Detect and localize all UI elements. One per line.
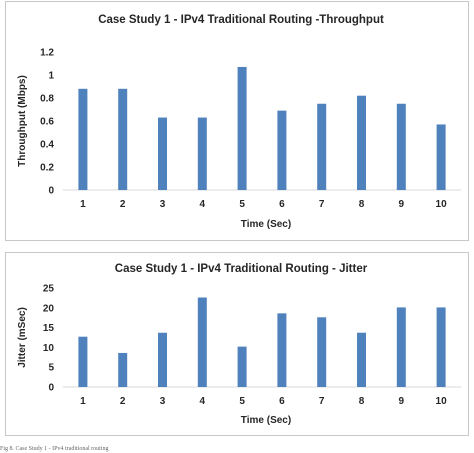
bar xyxy=(158,332,167,387)
bar xyxy=(197,297,207,387)
bar xyxy=(396,307,406,387)
y-tick-label: 20 xyxy=(43,303,55,314)
bar xyxy=(357,332,366,387)
bar xyxy=(317,317,327,387)
bar xyxy=(158,117,167,190)
y-tick-label: 0.6 xyxy=(40,117,54,128)
bar xyxy=(436,307,446,387)
x-tick-label: 6 xyxy=(279,199,285,210)
bar xyxy=(237,346,247,387)
x-axis-label: Time (Sec) xyxy=(241,415,291,426)
x-tick-label: 10 xyxy=(436,396,448,407)
x-tick-label: 3 xyxy=(160,199,166,210)
y-tick-label: 0 xyxy=(48,383,54,394)
throughput-chart-panel: Case Study 1 - IPv4 Traditional Routing … xyxy=(5,1,469,241)
x-tick-label: 2 xyxy=(120,199,126,210)
y-tick-label: 15 xyxy=(43,323,55,334)
bar xyxy=(357,95,366,190)
y-tick-label: 1.2 xyxy=(40,48,54,59)
bar xyxy=(396,103,406,190)
y-tick-label: 5 xyxy=(48,363,54,374)
y-tick-label: 0.4 xyxy=(40,140,54,151)
x-tick-label: 7 xyxy=(319,396,325,407)
x-tick-label: 9 xyxy=(399,199,405,210)
x-tick-label: 8 xyxy=(359,199,365,210)
y-tick-label: 0.2 xyxy=(40,163,54,174)
y-tick-label: 10 xyxy=(43,343,55,354)
x-axis-label: Time (Sec) xyxy=(241,219,291,230)
chart-title: Case Study 1 - IPv4 Traditional Routing … xyxy=(98,14,384,26)
throughput-chart: Case Study 1 - IPv4 Traditional Routing … xyxy=(17,14,461,230)
x-tick-label: 1 xyxy=(80,199,86,210)
x-tick-label: 6 xyxy=(279,396,285,407)
x-tick-label: 1 xyxy=(80,396,86,407)
x-tick-label: 5 xyxy=(239,199,245,210)
bar xyxy=(237,66,247,190)
y-tick-label: 1 xyxy=(48,71,54,82)
y-tick-label: 0.8 xyxy=(40,94,54,105)
bar xyxy=(78,88,88,190)
x-tick-label: 5 xyxy=(239,396,245,407)
x-tick-label: 4 xyxy=(200,199,206,210)
x-tick-label: 10 xyxy=(436,199,448,210)
x-tick-label: 7 xyxy=(319,199,325,210)
x-tick-label: 9 xyxy=(399,396,405,407)
x-tick-label: 3 xyxy=(160,396,166,407)
jitter-chart: Case Study 1 - IPv4 Traditional Routing … xyxy=(17,263,461,426)
bar xyxy=(118,352,128,387)
bar xyxy=(197,117,207,190)
y-axis-label: Throughput (Mbps) xyxy=(17,75,28,167)
bar xyxy=(317,103,327,190)
figure-caption: Fig 8. Case Study 1 - IPv4 traditional r… xyxy=(0,446,109,452)
x-tick-label: 8 xyxy=(359,396,365,407)
bar xyxy=(277,313,287,387)
bar xyxy=(78,336,88,387)
x-tick-label: 2 xyxy=(120,396,126,407)
bar xyxy=(436,124,446,190)
y-tick-label: 25 xyxy=(43,284,55,295)
chart-title: Case Study 1 - IPv4 Traditional Routing … xyxy=(115,263,368,275)
bar xyxy=(277,110,287,190)
y-tick-label: 0 xyxy=(48,186,54,197)
y-axis-label: Jitter (mSec) xyxy=(17,307,28,368)
x-tick-label: 4 xyxy=(200,396,206,407)
jitter-chart-panel: Case Study 1 - IPv4 Traditional Routing … xyxy=(5,252,469,436)
bar xyxy=(118,88,128,190)
